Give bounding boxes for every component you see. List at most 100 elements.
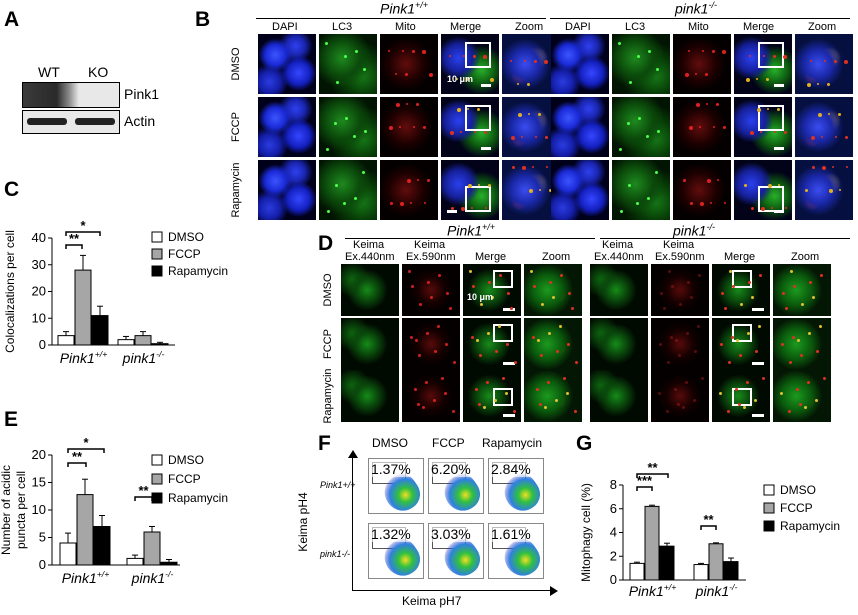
b-image-lc3 xyxy=(319,97,377,157)
b-col-merge: Merge xyxy=(450,21,482,33)
b-image-mito xyxy=(380,97,438,157)
f-row-label: Pink1+/+ xyxy=(320,480,356,490)
bar xyxy=(151,343,169,346)
legend-swatch xyxy=(151,265,163,277)
bar xyxy=(644,505,660,581)
y-tick-label: 0 xyxy=(610,572,617,587)
d-col-header: Ex.590nm xyxy=(655,251,705,263)
d-image-km xyxy=(463,264,521,316)
significance-bracket xyxy=(67,462,87,467)
significance-bracket xyxy=(67,448,105,453)
scale-bar xyxy=(774,84,784,87)
b-image-zoom xyxy=(795,34,853,94)
legend-swatch xyxy=(151,454,163,466)
pink1-row-label: Pink1 xyxy=(124,86,160,102)
d-image-kg xyxy=(590,264,648,316)
d-image-kr xyxy=(651,264,709,316)
y-tick-label: 20 xyxy=(32,447,46,462)
y-axis-label: Mitophagy cell (%) xyxy=(579,483,593,582)
b-image-merge xyxy=(441,160,499,220)
x-tick-label: Pink1+/+ xyxy=(629,582,677,599)
legend-label: FCCP xyxy=(168,472,201,486)
d-image-km xyxy=(712,318,770,370)
bar xyxy=(76,494,94,566)
b-row-label: FCCP xyxy=(230,112,242,142)
chart-g: 0 2 4 6 8 Mitophagy cell (%) Pink1+/+ pink1-/- D… xyxy=(579,460,840,599)
actin-blot xyxy=(22,110,120,134)
b-col-lc3: LC3 xyxy=(625,21,646,33)
y-tick-label: 8 xyxy=(610,477,617,492)
d-image-kz xyxy=(524,370,582,422)
d-col-header: Ex.590nm xyxy=(406,251,456,263)
significance-bracket xyxy=(134,496,153,501)
legend-swatch xyxy=(763,484,775,496)
scale-bar xyxy=(752,362,764,365)
b-image-zoom xyxy=(502,97,560,157)
b-row-label: DMSO xyxy=(230,47,242,81)
zoom-region-box xyxy=(732,324,752,342)
facs-percentage: 6.20% xyxy=(431,461,471,477)
b-image-mito xyxy=(673,97,731,157)
zoom-region-box xyxy=(493,388,513,406)
facs-plot: 2.84% xyxy=(488,458,544,514)
significance-mark: ** xyxy=(647,460,658,475)
d-image-kg xyxy=(590,318,648,370)
d-row-label: FCCP xyxy=(322,329,334,359)
b-image-dapi xyxy=(258,97,316,157)
pink1-blot xyxy=(22,82,120,108)
significance-bracket xyxy=(636,473,669,478)
facs-percentage: 1.32% xyxy=(371,526,411,542)
significance-bracket xyxy=(65,244,83,249)
b-image-dapi xyxy=(551,160,609,220)
significance-bracket xyxy=(65,231,101,236)
y-tick-label: 30 xyxy=(32,257,46,272)
f-col-label: FCCP xyxy=(432,436,465,450)
d-image-kz xyxy=(773,264,831,316)
x-tick-label: Pink1+/+ xyxy=(62,569,110,586)
d-image-kr xyxy=(402,318,460,370)
bar xyxy=(91,315,109,346)
scale-bar xyxy=(752,414,764,417)
y-tick-label: 0 xyxy=(39,557,46,572)
zoom-region-box xyxy=(493,324,513,342)
panel-a-label: A xyxy=(4,8,20,31)
panel-f-label: F xyxy=(318,432,331,455)
f-y-arrow-icon xyxy=(348,450,358,458)
b-col-dapi: DAPI xyxy=(565,21,591,33)
d-image-kg xyxy=(341,264,399,316)
b-image-zoom xyxy=(502,34,560,94)
b-image-dapi xyxy=(551,34,609,94)
zoom-region-box xyxy=(493,270,513,288)
scale-bar xyxy=(447,210,457,213)
zoom-region-box xyxy=(732,270,752,288)
b-image-mito xyxy=(380,34,438,94)
f-col-label: Rapamycin xyxy=(482,436,543,450)
significance-mark: *** xyxy=(637,473,653,488)
d-row-label: Rapamycin xyxy=(322,368,334,424)
d-scale-label: 10 μm xyxy=(467,292,494,302)
bar xyxy=(57,335,75,346)
actin-row-label: Actin xyxy=(124,113,156,129)
significance-bracket xyxy=(636,486,653,491)
b-image-dapi xyxy=(258,160,316,220)
y-tick-label: 20 xyxy=(32,284,46,299)
bar xyxy=(74,269,92,346)
legend-label: FCCP xyxy=(780,501,813,515)
facs-plot: 3.03% xyxy=(428,523,484,579)
y-tick-label: 10 xyxy=(32,310,46,325)
bar xyxy=(143,531,161,566)
b-image-zoom xyxy=(795,97,853,157)
zoom-region-box xyxy=(732,388,752,406)
scale-bar xyxy=(774,210,784,213)
bar xyxy=(134,335,152,346)
f-x-label: Keima pH7 xyxy=(402,594,462,608)
d-group-ko: pink1-/- xyxy=(673,222,715,239)
scale-bar xyxy=(481,147,491,150)
panel-g-label: G xyxy=(576,432,593,455)
bar xyxy=(160,561,178,566)
panel-b-label: B xyxy=(195,8,211,31)
y-axis-label: Number of acidic xyxy=(0,465,13,555)
d-col-header: Merge xyxy=(475,251,507,263)
x-tick-label: pink1-/- xyxy=(131,569,174,586)
ko-lane-label: KO xyxy=(88,64,109,80)
